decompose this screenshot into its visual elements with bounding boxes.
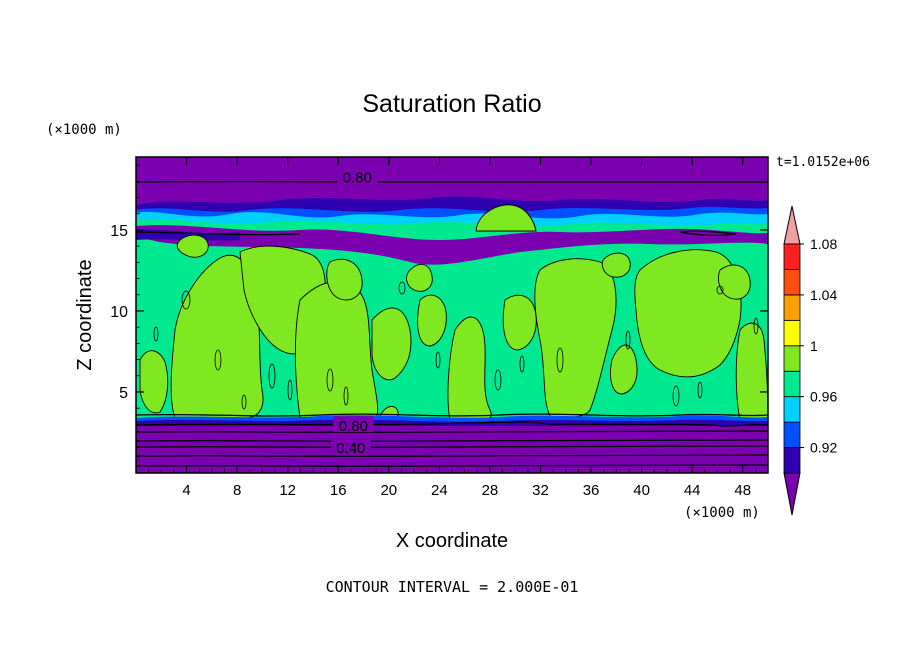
colorbar-level-label: 0.96 xyxy=(810,389,837,405)
colorbar-bin xyxy=(783,447,801,474)
x-tick-label: 44 xyxy=(684,482,701,499)
y-tick-label: 10 xyxy=(110,304,128,321)
colorbar-level-label: 0.92 xyxy=(810,440,837,456)
upper-dry-band xyxy=(136,225,768,265)
colorbar-bin xyxy=(783,243,801,270)
y-unit-label: (×1000 m) xyxy=(46,122,122,138)
x-unit-label: (×1000 m) xyxy=(684,505,760,521)
y-axis-ticks: 5 10 15 xyxy=(110,164,768,458)
contour-label: 0.80 xyxy=(343,169,372,186)
colorbar: 0.92 0.96 1 1.04 1.08 xyxy=(783,205,837,516)
colorbar-bin xyxy=(783,370,801,398)
x-tick-label: 8 xyxy=(233,482,241,499)
x-tick-label: 36 xyxy=(583,482,600,499)
x-tick-label: 24 xyxy=(431,482,448,499)
mid-field-contour-speckles xyxy=(153,281,759,410)
colorbar-bin xyxy=(783,294,801,321)
contour-label-gap xyxy=(330,438,371,455)
upper-teal-band xyxy=(136,219,768,232)
contour-labels: 0.80 0.80 0.40 xyxy=(330,167,378,457)
colorbar-bin xyxy=(783,345,801,372)
contour-label: 0.40 xyxy=(336,440,365,457)
x-tick-label: 16 xyxy=(330,482,347,499)
x-tick-label: 32 xyxy=(532,482,549,499)
contour-interval-note: CONTOUR INTERVAL = 2.000E-01 xyxy=(326,578,579,596)
y-tick-label: 15 xyxy=(110,223,128,240)
colorbar-level-label: 1.08 xyxy=(810,236,837,252)
colorbar-bin xyxy=(783,269,801,296)
contour-label-gap xyxy=(333,416,374,433)
stable-layer-contours xyxy=(136,180,768,467)
colorbar-level-label: 1.04 xyxy=(810,287,837,303)
x-tick-label: 28 xyxy=(482,482,499,499)
x-axis-label: X coordinate xyxy=(396,530,508,552)
colorbar-level-label: 1 xyxy=(810,338,818,354)
colorbar-low-triangle xyxy=(783,472,801,516)
chart-title: Saturation Ratio xyxy=(362,90,541,118)
contour-label-gap xyxy=(337,167,378,184)
plot-field xyxy=(136,157,768,473)
colorbar-bin xyxy=(783,396,801,423)
x-axis-ticks: 4 8 12 16 20 24 28 32 36 40 44 48 xyxy=(148,157,756,499)
x-tick-label: 20 xyxy=(380,482,397,499)
colorbar-bin xyxy=(783,421,801,448)
colorbar-bin xyxy=(783,319,801,347)
x-tick-label: 48 xyxy=(734,482,751,499)
y-tick-label: 5 xyxy=(119,385,128,402)
x-tick-label: 12 xyxy=(279,482,296,499)
x-tick-label: 40 xyxy=(633,482,650,499)
time-label: t=1.0152e+06 xyxy=(776,155,870,170)
y-axis-label: Z coordinate xyxy=(74,259,96,370)
upper-moist-cell xyxy=(475,204,537,232)
contour-label: 0.80 xyxy=(339,418,368,435)
supersaturated-cells xyxy=(139,234,768,421)
colorbar-high-triangle xyxy=(783,205,801,245)
x-tick-label: 4 xyxy=(182,482,190,499)
